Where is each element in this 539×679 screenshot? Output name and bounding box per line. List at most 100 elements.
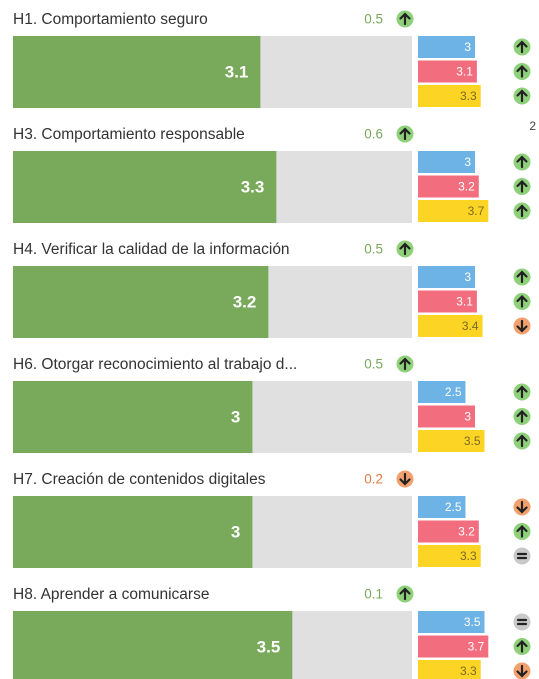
trend-icon xyxy=(513,613,531,631)
item-label: H7. Creación de contenidos digitales xyxy=(13,471,266,488)
trend-arrow xyxy=(516,639,528,653)
sub-bar xyxy=(418,151,475,173)
sub-bar xyxy=(418,60,477,83)
trend-arrow xyxy=(516,204,528,218)
main-bar xyxy=(13,496,253,568)
sub-value: 3.2 xyxy=(458,180,475,194)
sub-value: 3 xyxy=(464,270,471,284)
sub-value: 3.5 xyxy=(464,434,481,448)
main-bar xyxy=(13,36,261,108)
trend-arrow xyxy=(516,618,528,626)
trend-icon xyxy=(513,317,531,335)
trend-icon xyxy=(513,87,531,105)
sub-bar xyxy=(418,266,475,288)
sub-value: 3.1 xyxy=(456,295,473,309)
sub-bar xyxy=(418,635,489,658)
trend-arrow xyxy=(399,587,411,601)
trend-icon xyxy=(396,240,414,258)
sub-bar xyxy=(418,175,479,198)
sub-bar xyxy=(418,36,475,58)
delta-label: 0.6 xyxy=(364,127,383,142)
trend-arrow xyxy=(516,524,528,538)
item-label: H1. Comportamiento seguro xyxy=(13,11,208,28)
delta-label: 0.5 xyxy=(364,357,383,372)
trend-arrow xyxy=(399,472,411,486)
sub-bar xyxy=(418,545,481,567)
trend-arrow xyxy=(516,89,528,103)
sub-value: 3 xyxy=(464,40,471,54)
trend-icon xyxy=(513,662,531,679)
sub-value: 3.4 xyxy=(462,319,479,333)
sub-value: 3 xyxy=(464,155,471,169)
trend-icon xyxy=(513,498,531,516)
sub-bar xyxy=(418,290,477,313)
sub-bar xyxy=(418,520,479,543)
trend-icon xyxy=(513,383,531,401)
trend-icon xyxy=(513,638,531,655)
trend-arrow xyxy=(399,357,411,371)
trend-arrow xyxy=(516,155,528,169)
trend-icon xyxy=(513,38,531,56)
main-bar xyxy=(13,151,277,223)
trend-arrow xyxy=(399,242,411,256)
trend-circle xyxy=(513,613,531,631)
trend-arrow xyxy=(516,294,528,308)
delta-label: 0.5 xyxy=(364,242,383,257)
main-value: 3.2 xyxy=(233,292,257,311)
sub-bar xyxy=(418,315,483,337)
trend-icon xyxy=(513,63,531,80)
trend-icon xyxy=(513,523,531,540)
sub-value: 3.1 xyxy=(456,65,473,79)
sub-bar xyxy=(418,405,475,428)
main-value: 3.3 xyxy=(241,177,265,196)
main-value: 3 xyxy=(231,522,240,541)
trend-arrow xyxy=(399,12,411,26)
trend-arrow xyxy=(516,552,528,560)
sub-value: 3.3 xyxy=(460,664,477,678)
sub-bar xyxy=(418,496,466,518)
item-label: H6. Otorgar reconocimiento al trabajo d.… xyxy=(13,356,297,373)
sub-value: 3.5 xyxy=(464,615,481,629)
trend-icon xyxy=(513,547,531,565)
trend-arrow xyxy=(516,434,528,448)
trend-circle xyxy=(513,547,531,565)
trend-icon xyxy=(513,408,531,425)
sub-value: 2.5 xyxy=(445,385,462,399)
item-label: H3. Comportamiento responsable xyxy=(13,126,245,143)
trend-arrow xyxy=(399,127,411,141)
trend-arrow xyxy=(516,664,528,678)
trend-arrow xyxy=(516,500,528,514)
trend-icon xyxy=(513,153,531,171)
trend-icon xyxy=(513,202,531,220)
trend-icon xyxy=(396,10,414,28)
trend-icon xyxy=(396,355,414,373)
delta-label: 0.5 xyxy=(364,12,383,27)
main-value: 3 xyxy=(231,407,240,426)
main-bar xyxy=(13,266,269,338)
sub-value: 3.2 xyxy=(458,525,475,539)
main-value: 3.5 xyxy=(257,637,281,656)
trend-icon xyxy=(396,125,414,143)
trend-arrow xyxy=(516,64,528,78)
sub-value: 3.3 xyxy=(460,89,477,103)
sub-bar xyxy=(418,200,489,222)
trend-arrow xyxy=(516,270,528,284)
sub-value: 3.3 xyxy=(460,549,477,563)
trend-icon xyxy=(396,470,414,488)
trend-arrow xyxy=(516,319,528,333)
sub-bar xyxy=(418,660,481,679)
trend-arrow xyxy=(516,40,528,54)
sub-bar xyxy=(418,611,485,633)
sub-bar xyxy=(418,381,466,403)
trend-icon xyxy=(513,268,531,286)
main-value: 3.1 xyxy=(225,62,249,81)
trend-arrow xyxy=(516,179,528,193)
trend-icon xyxy=(513,432,531,450)
sub-value: 2.5 xyxy=(445,500,462,514)
corner-note: 2 xyxy=(529,119,536,133)
delta-label: 0.2 xyxy=(364,472,383,487)
trend-icon xyxy=(513,178,531,195)
delta-label: 0.1 xyxy=(364,587,383,602)
main-bar xyxy=(13,611,293,679)
